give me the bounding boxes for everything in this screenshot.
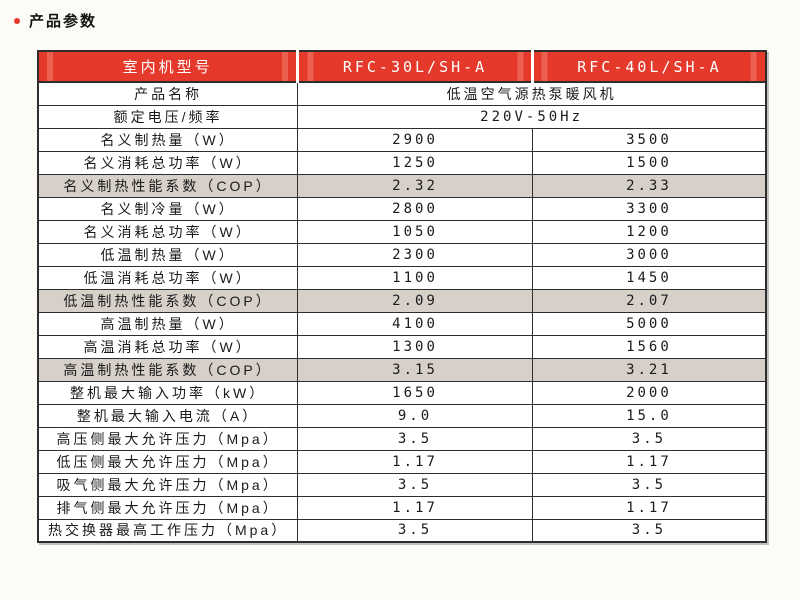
spec-value-b: 1500 <box>531 150 767 175</box>
spec-label: 低温制热量（W） <box>37 242 299 267</box>
table-row: 名义制冷量（W） 2800 3300 <box>37 196 767 221</box>
section-title-row: 产品参数 <box>14 10 97 31</box>
table-row: 整机最大输入电流（A） 9.0 15.0 <box>37 403 767 428</box>
spec-value-b: 1200 <box>531 219 767 244</box>
spec-value-a: 4100 <box>297 311 533 336</box>
spec-value-a: 2900 <box>297 127 533 152</box>
table-row-highlighted: 高温制热性能系数（COP） 3.15 3.21 <box>37 357 767 382</box>
spec-value-b: 3.5 <box>531 518 767 543</box>
table-row-highlighted: 低温制热性能系数（COP） 2.09 2.07 <box>37 288 767 313</box>
table-row: 名义制热量（W） 2900 3500 <box>37 127 767 152</box>
spec-value-a: 1100 <box>297 265 533 290</box>
spec-label: 高温制热性能系数（COP） <box>37 357 299 382</box>
spec-value-a: 1300 <box>297 334 533 359</box>
spec-label: 高温制热量（W） <box>37 311 299 336</box>
spec-value-a: 1050 <box>297 219 533 244</box>
spec-table: 室内机型号 RFC-30L/SH-A RFC-40L/SH-A 产品名称 低温空… <box>37 50 767 543</box>
spec-value-a: 2800 <box>297 196 533 221</box>
spec-label: 高温消耗总功率（W） <box>37 334 299 359</box>
table-row: 低温制热量（W） 2300 3000 <box>37 242 767 267</box>
header-model-b: RFC-40L/SH-A <box>530 51 766 83</box>
table-row-product-name: 产品名称 低温空气源热泵暖风机 <box>37 81 767 106</box>
spec-label: 低温制热性能系数（COP） <box>37 288 299 313</box>
spec-value-a: 9.0 <box>297 403 533 428</box>
spec-value-b: 3.21 <box>531 357 767 382</box>
spec-value-a: 3.5 <box>297 472 533 497</box>
table-row: 名义消耗总功率（W） 1250 1500 <box>37 150 767 175</box>
table-row: 低温消耗总功率（W） 1100 1450 <box>37 265 767 290</box>
page-title: 产品参数 <box>29 13 98 30</box>
table-row-highlighted: 名义制热性能系数（COP） 2.32 2.33 <box>37 173 767 198</box>
table-header-row: 室内机型号 RFC-30L/SH-A RFC-40L/SH-A <box>38 51 766 83</box>
spec-value-b: 2000 <box>531 380 767 405</box>
red-bullet-icon <box>14 17 20 24</box>
spec-value-a: 1650 <box>297 380 533 405</box>
spec-label: 产品名称 <box>37 81 299 106</box>
spec-label: 高压侧最大允许压力（Mpa） <box>37 426 299 451</box>
table-row: 吸气侧最大允许压力（Mpa） 3.5 3.5 <box>37 472 767 497</box>
spec-label: 名义制热性能系数（COP） <box>37 173 299 198</box>
spec-value-b: 3300 <box>531 196 767 221</box>
spec-value-a: 1.17 <box>297 495 533 520</box>
spec-label: 名义消耗总功率（W） <box>37 150 299 175</box>
spec-label: 吸气侧最大允许压力（Mpa） <box>37 472 299 497</box>
table-row: 高温消耗总功率（W） 1300 1560 <box>37 334 767 359</box>
table-row: 热交换器最高工作压力（Mpa） 3.5 3.5 <box>37 518 767 543</box>
spec-label: 排气侧最大允许压力（Mpa） <box>37 495 299 520</box>
spec-label: 额定电压/频率 <box>37 104 299 129</box>
spec-value-b: 3.5 <box>531 472 767 497</box>
header-model-label: 室内机型号 <box>38 51 298 83</box>
table-row: 排气侧最大允许压力（Mpa） 1.17 1.17 <box>37 495 767 520</box>
spec-value-b: 3.5 <box>531 426 767 451</box>
spec-value-b: 15.0 <box>531 403 767 428</box>
spec-value-span: 低温空气源热泵暖风机 <box>297 81 767 106</box>
header-model-a: RFC-30L/SH-A <box>296 51 533 83</box>
spec-label: 低温消耗总功率（W） <box>37 265 299 290</box>
table-row-voltage: 额定电压/频率 220V-50Hz <box>37 104 767 129</box>
spec-value-a: 3.5 <box>297 518 533 543</box>
spec-value-span: 220V-50Hz <box>297 104 767 129</box>
spec-label: 低压侧最大允许压力（Mpa） <box>37 449 299 474</box>
spec-value-b: 3500 <box>531 127 767 152</box>
spec-value-a: 1250 <box>297 150 533 175</box>
table-row: 高压侧最大允许压力（Mpa） 3.5 3.5 <box>37 426 767 451</box>
table-row: 低压侧最大允许压力（Mpa） 1.17 1.17 <box>37 449 767 474</box>
spec-value-a: 2.09 <box>297 288 533 313</box>
spec-value-b: 1450 <box>531 265 767 290</box>
spec-label: 热交换器最高工作压力（Mpa） <box>37 518 299 543</box>
spec-label: 整机最大输入电流（A） <box>37 403 299 428</box>
spec-value-a: 1.17 <box>297 449 533 474</box>
table-row: 高温制热量（W） 4100 5000 <box>37 311 767 336</box>
spec-label: 名义消耗总功率（W） <box>37 219 299 244</box>
table-row: 整机最大输入功率（kW） 1650 2000 <box>37 380 767 405</box>
table-row: 名义消耗总功率（W） 1050 1200 <box>37 219 767 244</box>
spec-value-b: 2.33 <box>531 173 767 198</box>
spec-label: 名义制冷量（W） <box>37 196 299 221</box>
spec-value-a: 2300 <box>297 242 533 267</box>
spec-value-b: 2.07 <box>531 288 767 313</box>
spec-value-b: 1.17 <box>531 449 767 474</box>
spec-value-a: 3.5 <box>297 426 533 451</box>
spec-value-b: 3000 <box>531 242 767 267</box>
spec-label: 名义制热量（W） <box>37 127 299 152</box>
spec-value-b: 1.17 <box>531 495 767 520</box>
spec-label: 整机最大输入功率（kW） <box>37 380 299 405</box>
spec-value-a: 2.32 <box>297 173 533 198</box>
spec-value-a: 3.15 <box>297 357 533 382</box>
spec-value-b: 1560 <box>531 334 767 359</box>
spec-value-b: 5000 <box>531 311 767 336</box>
